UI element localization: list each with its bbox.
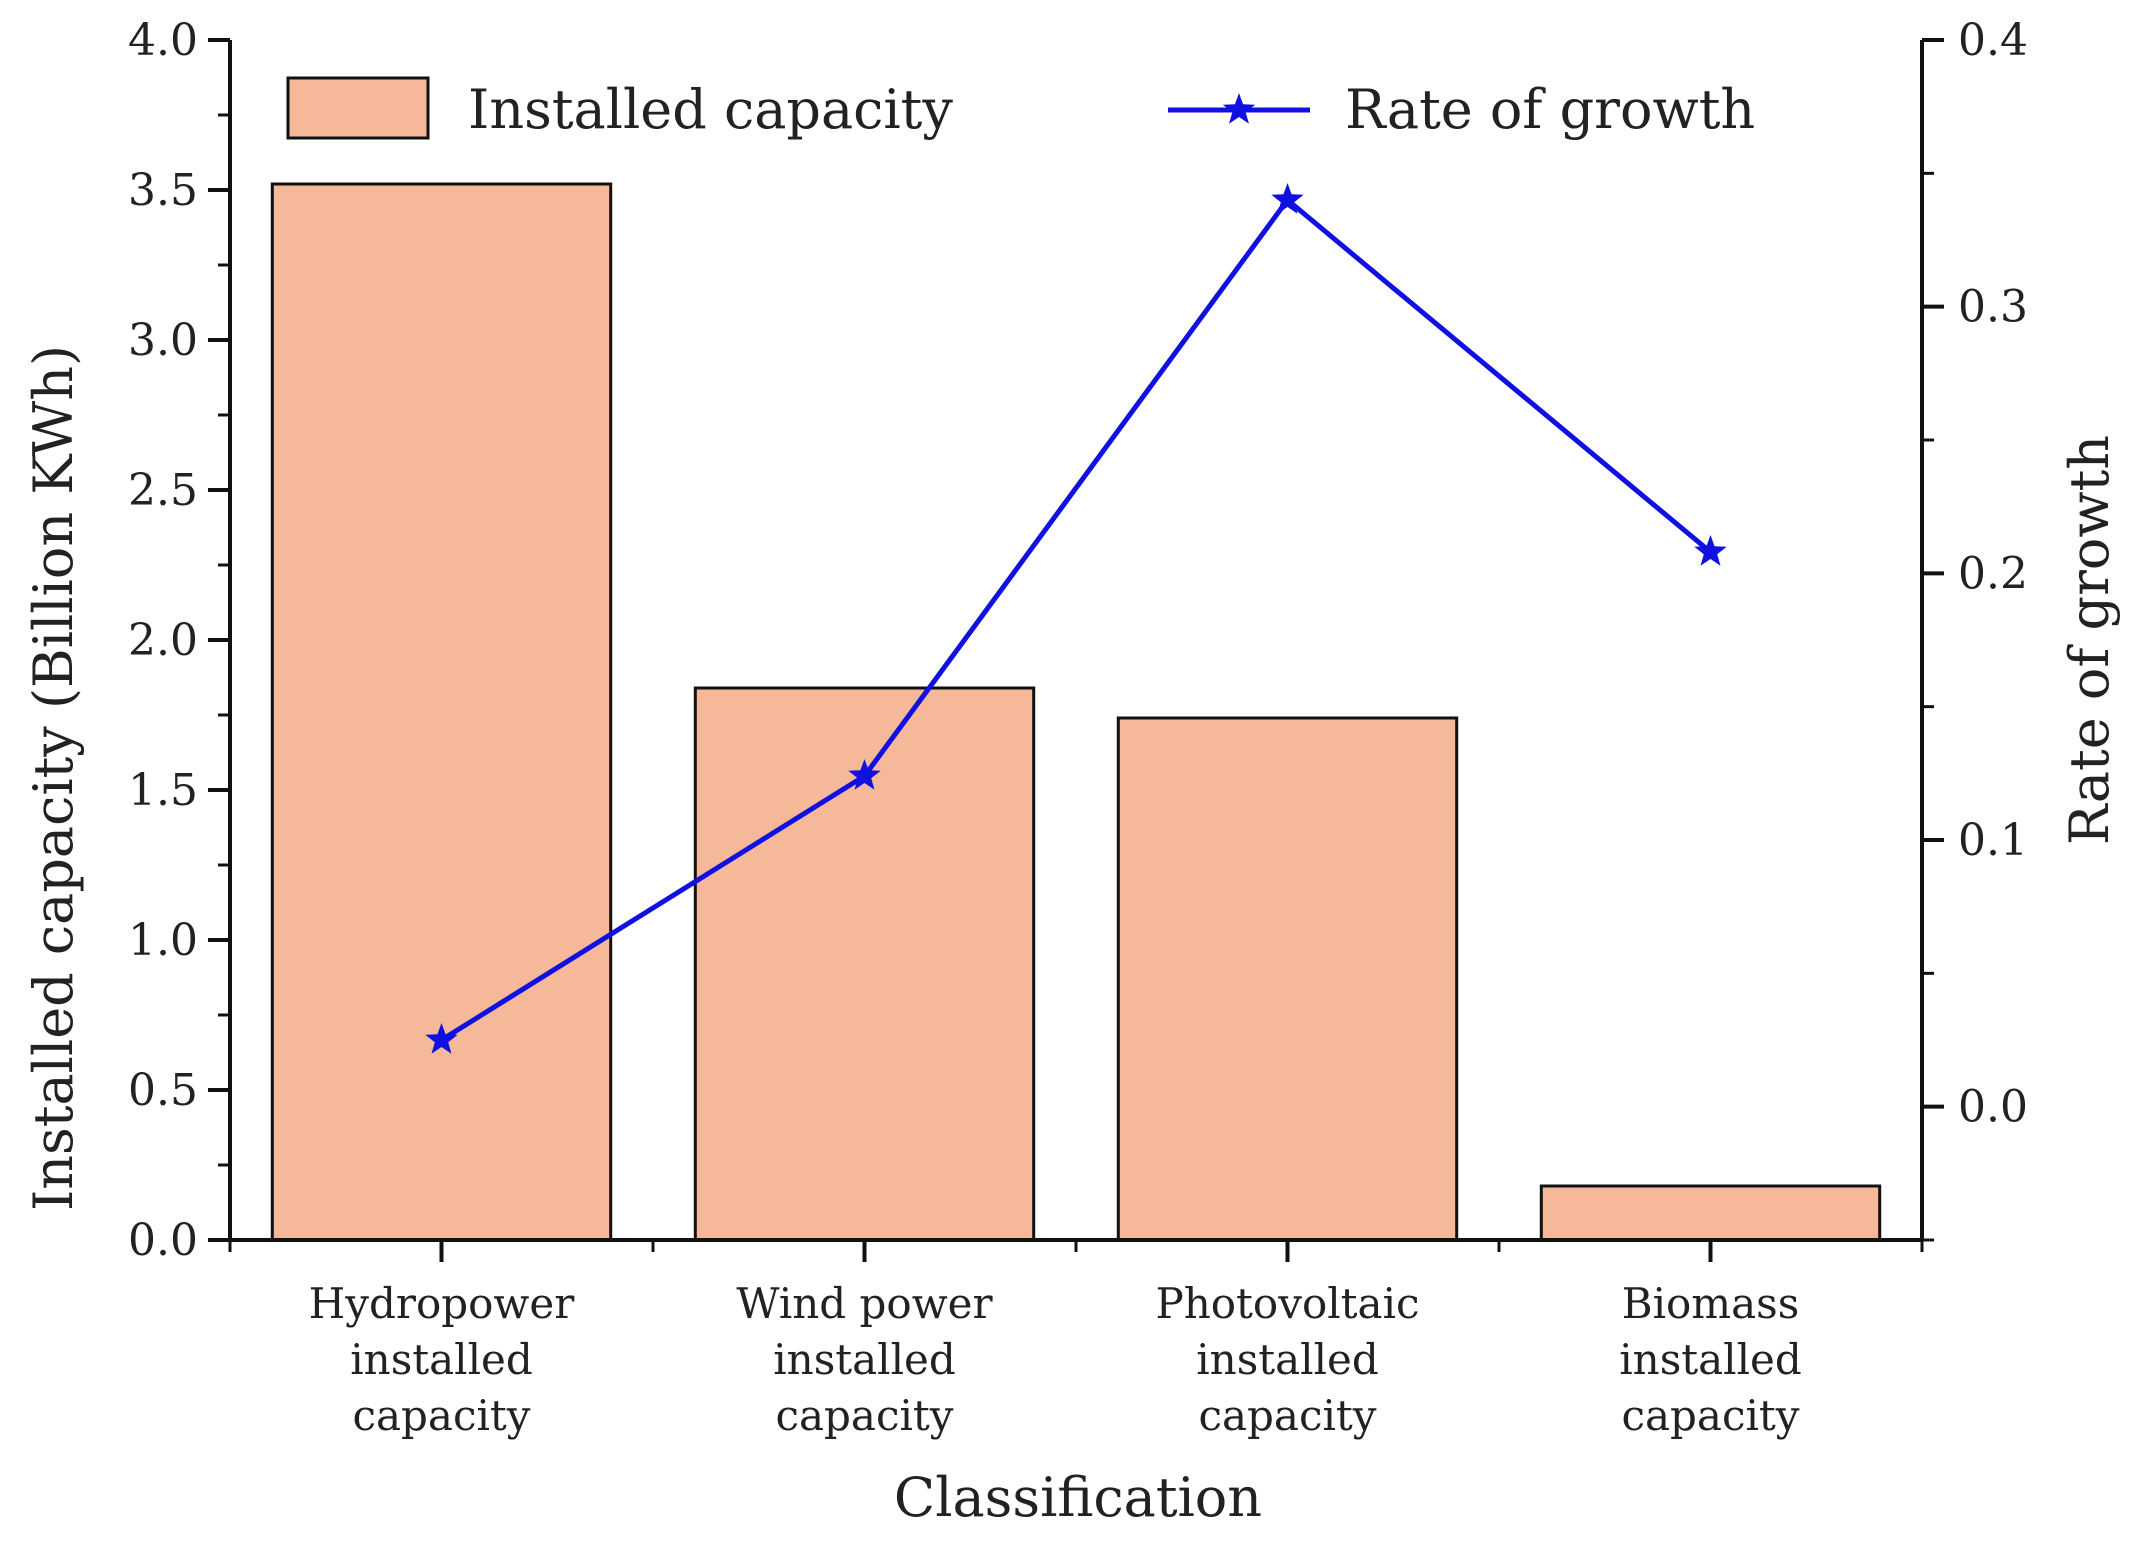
x-category-label: Wind power installed capacity (736, 1279, 993, 1440)
x-category-label: Photovoltaic installed capacity (1155, 1279, 1419, 1440)
x-category-line: Wind power (736, 1279, 993, 1328)
bar-3 (1539, 1184, 1882, 1242)
x-category-line: installed (773, 1335, 956, 1384)
y-axis-label: Installed capacity (Billion KWh) (22, 345, 85, 1211)
legend-bar-swatch (286, 76, 430, 140)
line-series (425, 183, 1727, 1054)
y2-tick-label: 0.2 (1958, 548, 2028, 599)
y2-tick-label: 0.1 (1958, 815, 2028, 866)
x-category-line: Hydropower (309, 1279, 576, 1328)
y-tick-label: 3.5 (128, 165, 198, 216)
x-category-line: installed (1619, 1335, 1802, 1384)
bar-0 (270, 182, 613, 1242)
legend: Installed capacity Rate of growth (286, 76, 1755, 141)
y-tick-label: 2.5 (128, 465, 198, 516)
growth-point-0 (425, 1023, 458, 1054)
x-category-line: capacity (1198, 1391, 1376, 1440)
y2-tick-label: 0.3 (1958, 282, 2028, 333)
bar-series (270, 182, 1882, 1242)
growth-point-1 (848, 759, 881, 790)
axes: 0.0 0.5 1.0 1.5 2.0 2.5 3.0 3.5 4.0 0.0 0.1 0.2 0.3 0… (128, 15, 2028, 1266)
y-tick-label: 2.0 (128, 615, 198, 666)
y2-tick-label: 0.4 (1958, 15, 2028, 66)
x-category-line: capacity (1621, 1391, 1799, 1440)
bar-2 (1116, 716, 1459, 1242)
x-category-labels: Hydropower installed capacity Wind power ins… (309, 1279, 1802, 1440)
legend-line-label: Rate of growth (1345, 78, 1755, 141)
x-category-line: capacity (775, 1391, 953, 1440)
x-category-line: capacity (352, 1391, 530, 1440)
y-tick-label: 1.5 (128, 765, 198, 816)
x-axis-label: Classification (894, 1466, 1262, 1529)
y-tick-label: 0.0 (128, 1215, 198, 1266)
x-category-line: Biomass (1622, 1279, 1800, 1328)
legend-bar-label: Installed capacity (468, 78, 953, 141)
growth-point-2 (1271, 183, 1304, 214)
y-tick-label: 3.0 (128, 315, 198, 366)
legend-line-marker (1222, 93, 1256, 124)
x-category-line: installed (350, 1335, 533, 1384)
y-tick-label: 4.0 (128, 15, 198, 66)
y-tick-label: 0.5 (128, 1065, 198, 1116)
growth-line (440, 196, 1713, 1043)
x-category-label: Biomass installed capacity (1619, 1279, 1802, 1440)
x-category-label: Hydropower installed capacity (309, 1279, 576, 1440)
y-tick-label: 1.0 (128, 915, 198, 966)
x-category-line: Photovoltaic (1155, 1279, 1419, 1328)
x-category-line: installed (1196, 1335, 1379, 1384)
y2-axis-label: Rate of growth (2058, 435, 2121, 845)
y2-tick-label: 0.0 (1958, 1082, 2028, 1133)
growth-point-3 (1694, 535, 1727, 566)
